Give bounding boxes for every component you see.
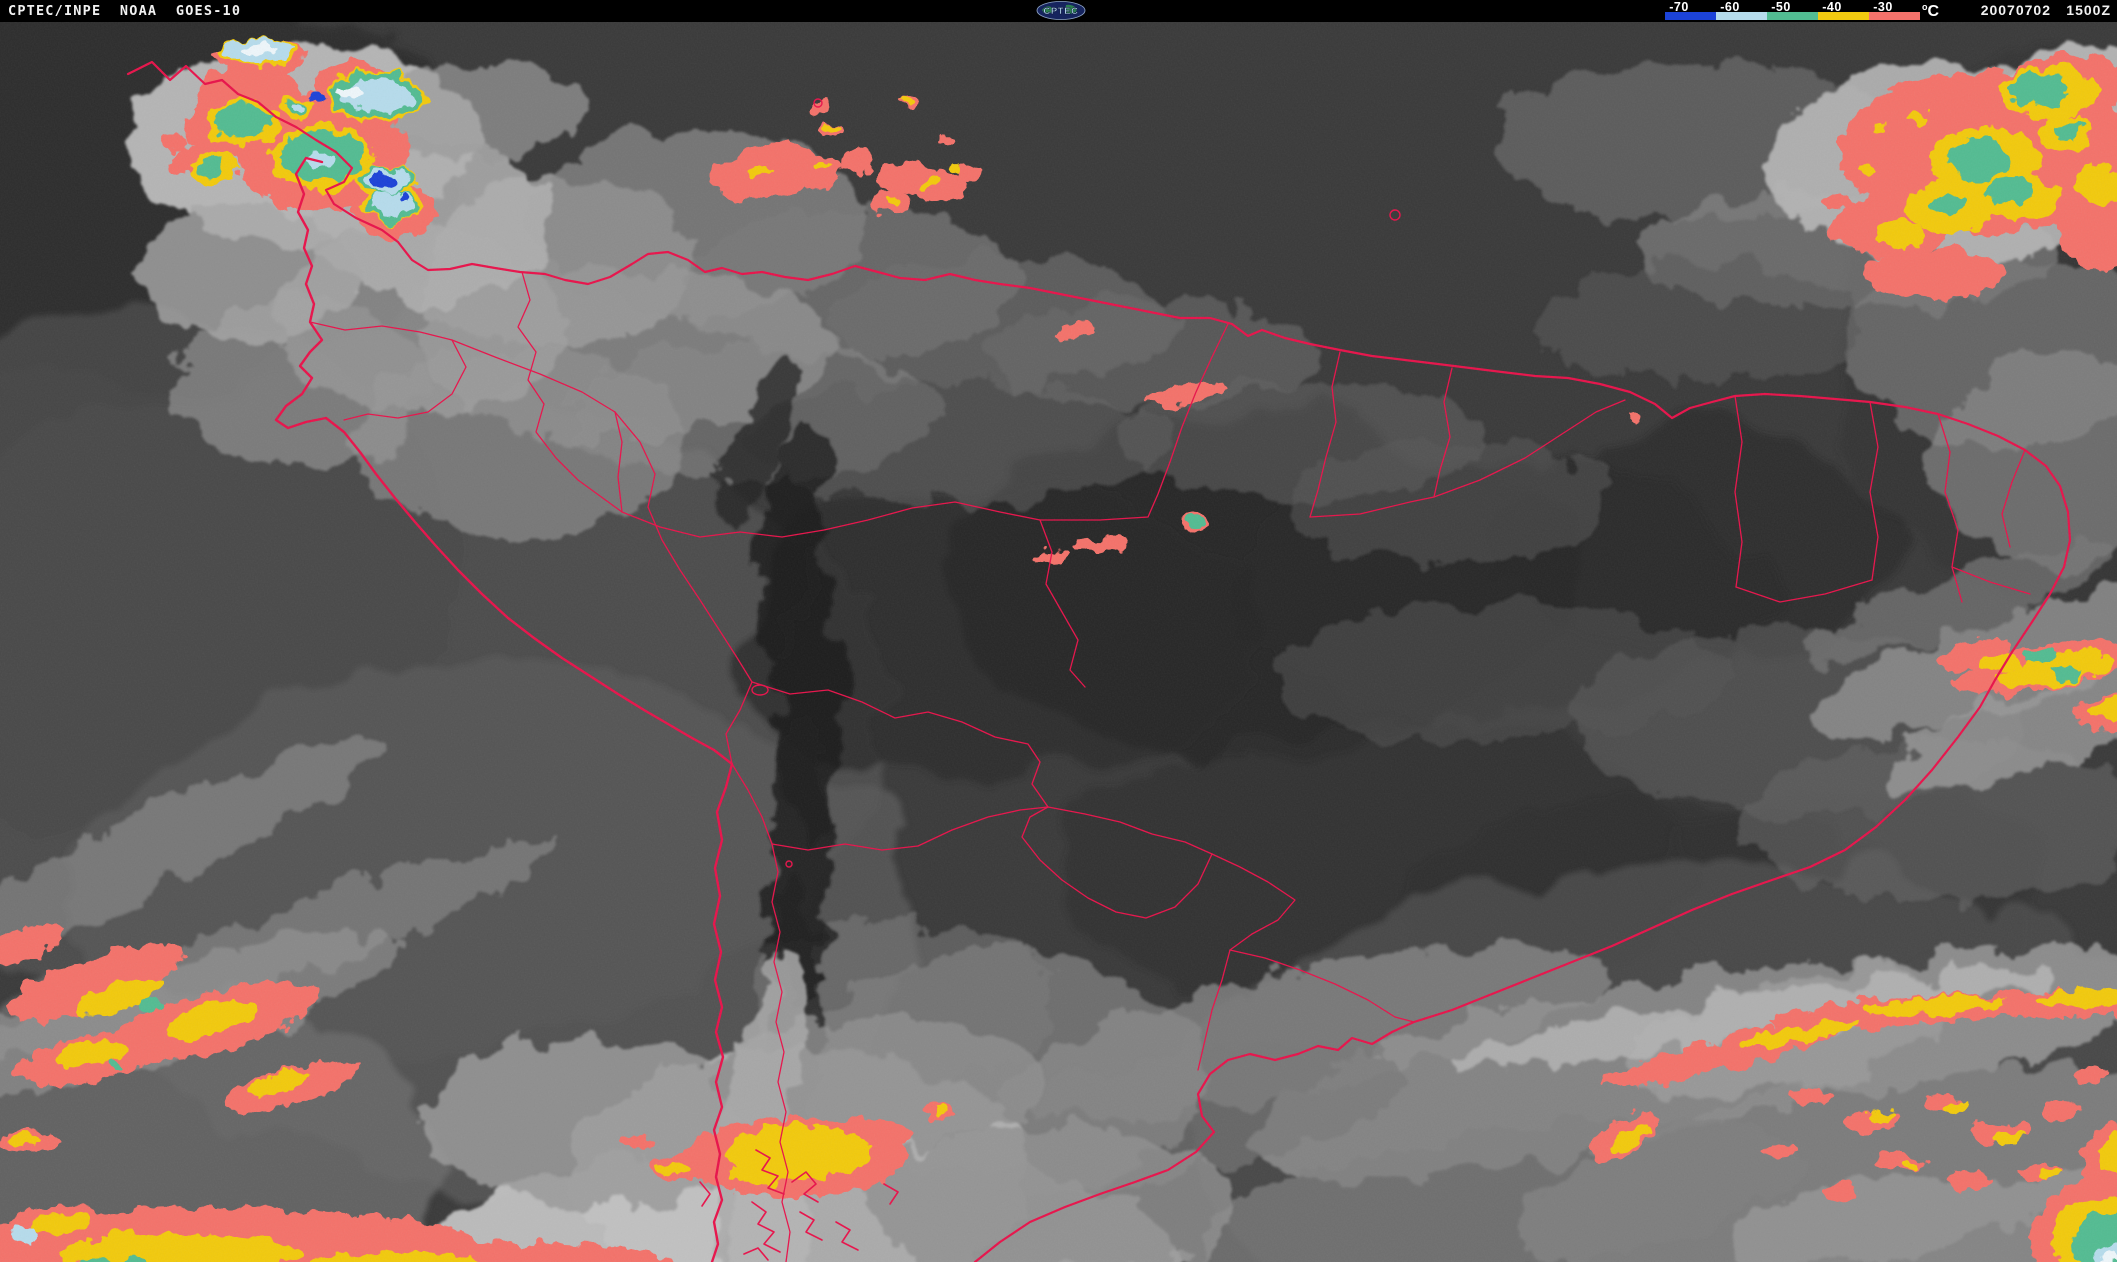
- colorbar-tick: -50: [1771, 0, 1791, 14]
- degree-symbol: o: [1922, 2, 1928, 12]
- colorbar-segment-blue: [1665, 12, 1716, 20]
- logo-continent-right: [1065, 4, 1077, 14]
- colorbar-segment-lightblue: [1716, 12, 1767, 20]
- colorbar-tick: -60: [1720, 0, 1740, 14]
- cptec-logo: CPTEC: [1036, 1, 1086, 20]
- colorbar-scale: [1665, 12, 1920, 20]
- header-bar: CPTEC/INPE NOAA GOES-10 CPTEC -70 -60 -5…: [0, 0, 2117, 22]
- grain-overlay: [0, 22, 2117, 1262]
- colorbar-tick: -40: [1822, 0, 1842, 14]
- colorbar-tick: -30: [1873, 0, 1893, 14]
- logo-text: CPTEC: [1043, 6, 1078, 17]
- image-date: 20070702: [1980, 2, 2051, 18]
- colorbar-segment-salmon: [1869, 12, 1920, 20]
- product-title: CPTEC/INPE NOAA GOES-10: [8, 3, 242, 19]
- colorbar-unit: oC: [1922, 2, 1939, 21]
- image-time: 1500Z: [2066, 2, 2111, 18]
- colorbar-segment-green: [1767, 12, 1818, 20]
- colorbar-tick: -70: [1669, 0, 1689, 14]
- colorbar-segment-yellow: [1818, 12, 1869, 20]
- logo-continent-left: [1042, 6, 1053, 14]
- celsius-symbol: C: [1927, 3, 1940, 20]
- temperature-colorbar: -70 -60 -50 -40 -30 oC: [1665, 0, 1965, 22]
- satellite-map: [0, 22, 2117, 1262]
- satellite-image: [0, 22, 2117, 1262]
